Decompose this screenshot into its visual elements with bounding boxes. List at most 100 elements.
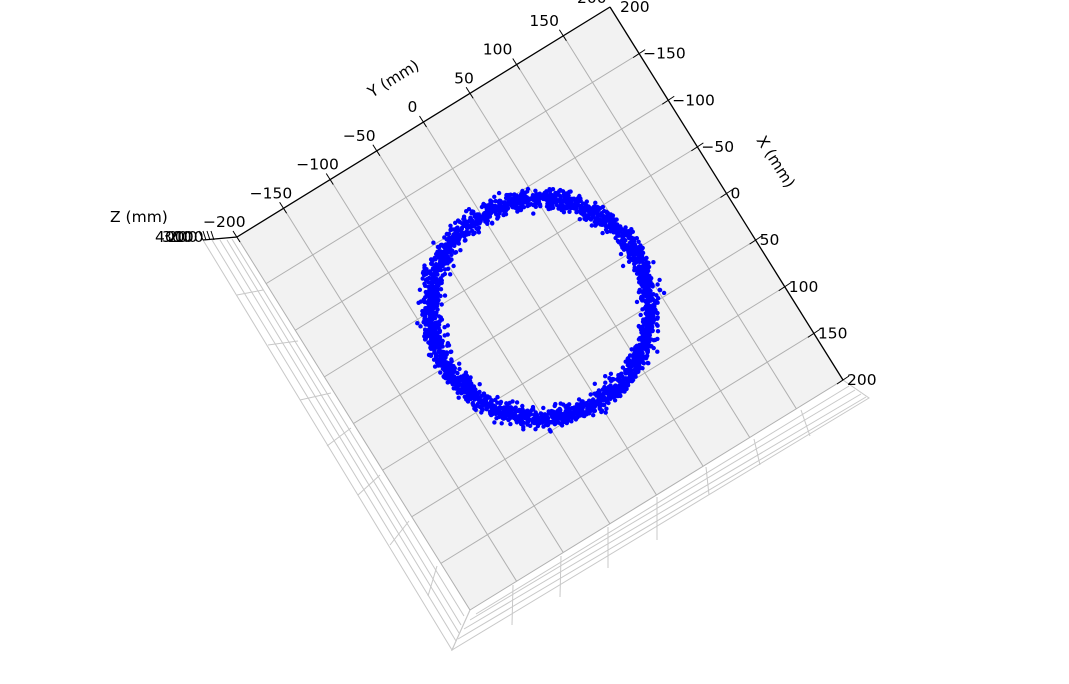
data-point [424, 306, 429, 311]
data-point [601, 208, 607, 214]
data-point [591, 413, 596, 418]
data-point [455, 227, 461, 233]
data-point [430, 266, 436, 271]
data-point [445, 323, 450, 328]
data-point [424, 277, 430, 282]
data-point [495, 206, 501, 211]
data-point [500, 415, 505, 421]
data-point [571, 196, 577, 201]
data-point [599, 222, 605, 227]
x-tick-label: −150 [643, 45, 686, 63]
data-point [634, 370, 639, 375]
z-tick-labels: 400 300 200 100 [155, 228, 215, 246]
data-point [450, 227, 455, 232]
data-point [431, 287, 436, 292]
data-point [452, 235, 458, 240]
data-point [530, 420, 535, 425]
data-point [496, 414, 502, 420]
data-point [533, 427, 538, 432]
y-tick [419, 115, 427, 128]
data-point [634, 258, 640, 263]
data-point [644, 316, 649, 322]
data-point [648, 288, 653, 294]
data-point [632, 266, 638, 271]
data-point [445, 266, 451, 271]
data-point [454, 379, 460, 384]
data-point [629, 227, 634, 232]
data-point [433, 354, 439, 359]
data-point [553, 401, 558, 407]
data-point [624, 382, 629, 387]
x-tick [749, 235, 762, 245]
data-point [596, 388, 602, 393]
data-point [553, 197, 558, 202]
data-point [655, 282, 660, 287]
x-tick [691, 142, 704, 152]
data-point [420, 312, 425, 317]
data-point [551, 410, 557, 415]
data-point [580, 208, 585, 213]
data-point [651, 345, 656, 351]
data-point [652, 304, 657, 309]
data-point [507, 400, 512, 406]
data-point [640, 276, 645, 281]
data-point [637, 348, 643, 354]
data-point [604, 406, 609, 411]
data-point [416, 300, 421, 305]
data-point [623, 225, 628, 230]
data-point [449, 369, 454, 375]
data-point [610, 228, 615, 233]
data-point [641, 284, 646, 289]
data-point [597, 206, 603, 211]
data-point [501, 204, 506, 209]
data-point [595, 214, 601, 219]
data-point [442, 333, 447, 338]
data-point [504, 406, 509, 411]
x-tick-label: 100 [789, 278, 819, 296]
data-point [574, 411, 579, 416]
data-point [620, 263, 626, 269]
data-point [499, 421, 504, 426]
data-point [607, 222, 612, 228]
data-point [626, 254, 631, 260]
data-point [630, 353, 635, 358]
data-point [611, 387, 616, 392]
data-point [533, 188, 538, 193]
data-point [439, 317, 445, 322]
data-point [640, 338, 645, 343]
data-point [648, 319, 653, 324]
data-point [438, 249, 443, 254]
data-point [536, 417, 542, 422]
data-point [425, 317, 431, 323]
data-point [601, 217, 606, 222]
data-point [514, 201, 519, 207]
y-tick-label: −150 [250, 184, 293, 202]
data-point [432, 313, 438, 318]
data-point [537, 202, 543, 207]
data-point [605, 229, 610, 235]
data-point [488, 198, 493, 203]
data-point [493, 209, 498, 214]
data-point [514, 420, 520, 425]
data-point [445, 261, 450, 266]
data-point [636, 239, 641, 244]
data-point [438, 370, 443, 375]
data-point [438, 339, 444, 344]
data-point [498, 200, 503, 205]
x-tick-label: 200 [847, 371, 877, 389]
data-point [599, 408, 605, 413]
data-point [638, 270, 644, 276]
data-point [456, 395, 461, 400]
data-point [428, 306, 434, 312]
data-point [469, 396, 475, 401]
data-point [590, 210, 596, 215]
data-point [479, 400, 484, 405]
data-point [624, 245, 630, 250]
data-point [645, 320, 650, 325]
data-point [464, 397, 469, 402]
data-point [433, 341, 438, 346]
data-point [633, 345, 638, 350]
data-point [661, 290, 667, 296]
data-point [615, 232, 620, 237]
data-point [586, 402, 591, 408]
